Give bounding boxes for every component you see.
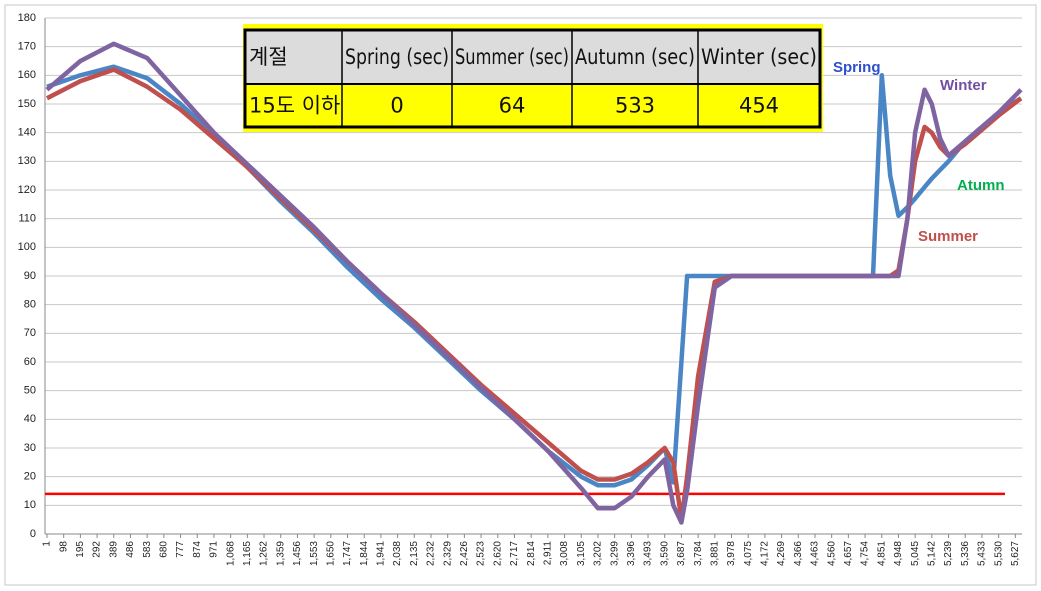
series-label: Summer	[918, 228, 978, 245]
y-tick-label: 40	[24, 413, 36, 425]
x-tick-label: 2,232	[426, 541, 437, 566]
data-table: 계절 Spring (sec) Summer (sec) Autumn (sec) Wi…	[243, 24, 823, 132]
x-tick-label: 4,851	[876, 541, 887, 566]
y-tick-label: 0	[30, 528, 36, 540]
y-tick-label: 80	[24, 299, 36, 311]
x-tick-label: 3,784	[693, 541, 704, 566]
x-tick-label: 583	[142, 541, 153, 558]
table-cell: 15도 이하	[249, 94, 340, 118]
y-tick-label: 170	[18, 41, 36, 53]
table-cell: 0	[390, 94, 403, 118]
x-tick-label: 2,814	[526, 541, 537, 566]
x-tick-label: 3,396	[626, 541, 637, 566]
x-tick-label: 1,456	[292, 541, 303, 566]
y-tick-label: 150	[18, 98, 36, 110]
table-header-cell: Spring (sec)	[345, 45, 449, 69]
x-tick-label: 2,911	[542, 541, 553, 566]
x-tick-label: 1,844	[359, 541, 370, 566]
x-tick-label: 4,075	[743, 541, 754, 566]
series-line	[45, 41, 1023, 525]
x-tick-label: 3,881	[709, 541, 720, 566]
x-tick-label: 195	[75, 541, 86, 558]
x-tick-label: 4,754	[860, 541, 871, 566]
y-tick-label: 130	[18, 155, 36, 167]
table-cell: 454	[739, 94, 779, 118]
x-tick-label: 4,269	[776, 541, 787, 566]
x-tick-label: 3,590	[659, 541, 670, 566]
x-tick-label: 1,359	[275, 541, 286, 566]
y-tick-label: 140	[18, 127, 36, 139]
x-tick-label: 486	[125, 541, 136, 558]
x-tick-label: 1,262	[259, 541, 270, 566]
y-tick-label: 100	[18, 241, 36, 253]
x-tick-label: 3,202	[593, 541, 604, 566]
table-header-cell: Summer (sec)	[455, 45, 569, 69]
x-tick-label: 3,687	[676, 541, 687, 566]
x-tick-label: 2,717	[509, 541, 520, 566]
y-tick-label: 60	[24, 356, 36, 368]
x-tick-label: 389	[108, 541, 119, 558]
x-tick-label: 1,553	[309, 541, 320, 566]
x-tick-label: 2,038	[392, 541, 403, 566]
x-tick-label: 1	[42, 541, 53, 547]
table-border	[243, 28, 822, 129]
y-tick-label: 90	[24, 270, 36, 282]
series-label: Winter	[940, 77, 987, 94]
x-tick-label: 5,530	[993, 541, 1004, 566]
x-tick-label: 3,299	[609, 541, 620, 566]
x-tick-label: 4,463	[810, 541, 821, 566]
x-tick-label: 5,336	[960, 541, 971, 566]
y-tick-label: 10	[24, 499, 36, 511]
x-tick-label: 4,172	[760, 541, 771, 566]
grid: 0102030405060708090100110120130140150160…	[18, 12, 1022, 566]
x-tick-label: 4,948	[893, 541, 904, 566]
table-cell: 64	[499, 94, 526, 118]
y-tick-label: 30	[24, 442, 36, 454]
x-tick-label: 4,366	[793, 541, 804, 566]
x-tick-label: 2,426	[459, 541, 470, 566]
y-tick-label: 180	[18, 12, 36, 24]
x-tick-label: 3,008	[559, 541, 570, 566]
x-tick-label: 5,627	[1010, 541, 1021, 566]
x-tick-label: 2,329	[442, 541, 453, 566]
x-tick-label: 98	[58, 541, 69, 553]
x-tick-label: 292	[92, 541, 103, 558]
lines: Spring Summer Winter Atumn	[45, 41, 1023, 525]
series-label: Spring	[833, 59, 881, 76]
x-tick-label: 777	[175, 541, 186, 558]
x-tick-label: 3,978	[726, 541, 737, 566]
x-tick-label: 4,657	[843, 541, 854, 566]
table-header-cell: Autumn (sec)	[575, 45, 695, 69]
x-tick-label: 2,523	[476, 541, 487, 566]
x-tick-label: 1,941	[376, 541, 387, 566]
table-header-cell: Winter (sec)	[701, 45, 817, 69]
y-tick-label: 110	[18, 213, 36, 225]
x-tick-label: 874	[192, 541, 203, 558]
x-tick-label: 971	[209, 541, 220, 558]
table-cell: 533	[615, 94, 655, 118]
header-bg	[245, 30, 820, 84]
y-tick-label: 50	[24, 385, 36, 397]
y-tick-label: 20	[24, 471, 36, 483]
x-tick-label: 2,135	[409, 541, 420, 566]
x-tick-label: 1,650	[325, 541, 336, 566]
x-tick-label: 680	[159, 541, 170, 558]
y-tick-label: 70	[24, 327, 36, 339]
x-tick-label: 3,105	[576, 541, 587, 566]
x-tick-label: 1,165	[242, 541, 253, 566]
table-header-cell: 계절	[249, 45, 288, 69]
x-tick-label: 5,142	[926, 541, 937, 566]
x-tick-label: 5,239	[943, 541, 954, 566]
x-tick-label: 1,747	[342, 541, 353, 566]
x-tick-label: 5,433	[977, 541, 988, 566]
x-tick-label: 4,560	[826, 541, 837, 566]
x-tick-label: 1,068	[225, 541, 236, 566]
y-tick-label: 160	[18, 69, 36, 81]
x-tick-label: 3,493	[643, 541, 654, 566]
x-tick-label: 5,045	[910, 541, 921, 566]
x-tick-label: 2,620	[492, 541, 503, 566]
y-tick-label: 120	[18, 184, 36, 196]
annotation: Atumn	[957, 177, 1005, 194]
